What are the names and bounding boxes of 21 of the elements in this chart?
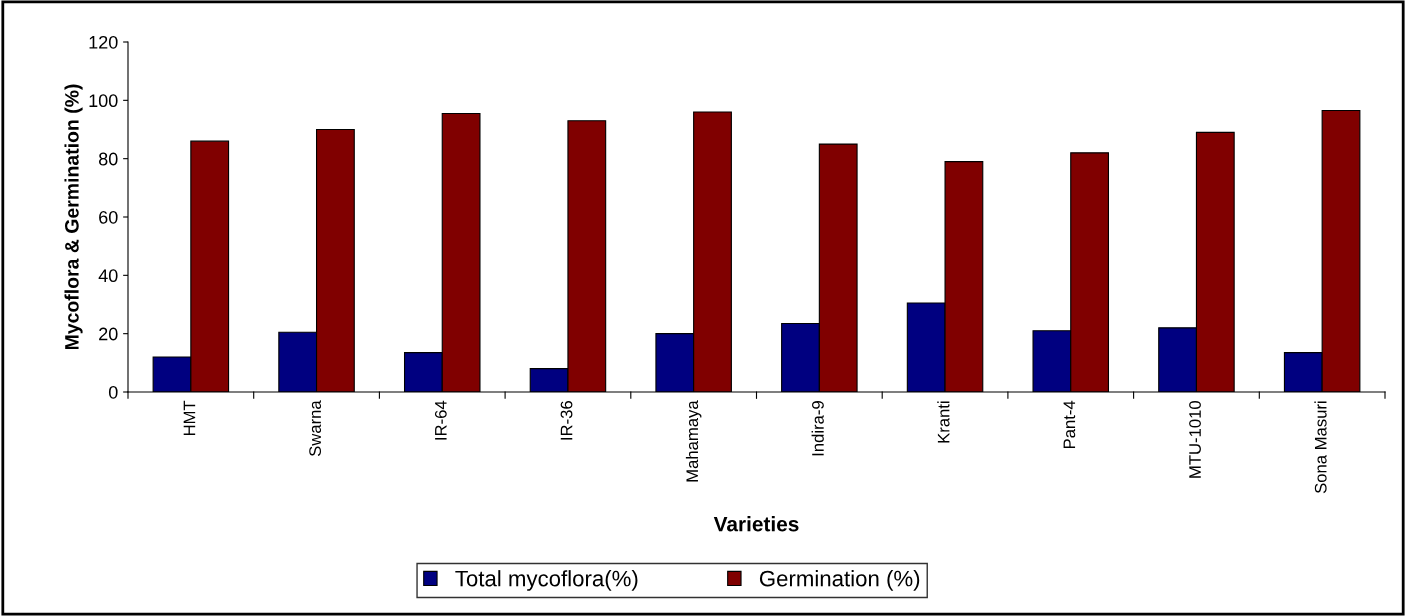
y-tick-label: 20 — [99, 327, 118, 341]
y-tick-label: 0 — [108, 385, 118, 399]
x-tick-label: IR-64 — [434, 400, 447, 440]
legend-label: Germination (%) — [759, 570, 920, 591]
y-tick-label: 120 — [89, 35, 118, 49]
x-tick-label: Sona Masuri — [1314, 401, 1327, 494]
y-tick-label: 80 — [98, 152, 118, 166]
x-tick-label: Pant-4 — [1063, 400, 1076, 449]
x-tick-label: IR-36 — [560, 401, 573, 440]
x-tick-label: Mahamaya — [685, 400, 702, 482]
x-tick-label: Kranti — [937, 401, 950, 443]
y-tick-label: 40 — [98, 269, 118, 283]
y-axis-title: Mycoflora & Germination (%) — [64, 84, 83, 350]
y-tick-label: 100 — [89, 94, 118, 108]
x-tick-label: Swarna — [309, 400, 322, 457]
x-axis-title: Varieties — [713, 516, 799, 532]
y-tick-label: 60 — [99, 210, 118, 224]
x-tick-label: Indira-9 — [811, 401, 824, 456]
x-tick-label: MTU-1010 — [1189, 400, 1201, 478]
x-tick-label: HMT — [183, 400, 196, 436]
legend-label: Total mycoflora(%) — [455, 570, 638, 591]
